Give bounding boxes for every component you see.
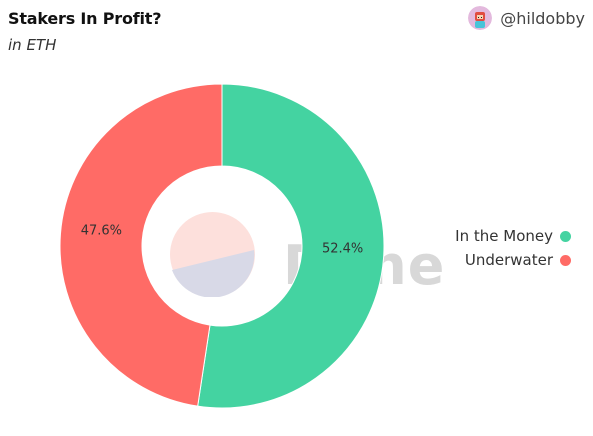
chart-title: Stakers In Profit? <box>8 9 162 28</box>
user-badge[interactable]: @hildobby <box>468 6 585 30</box>
dune-logo-icon <box>170 212 255 297</box>
user-avatar-icon <box>468 6 493 30</box>
legend-label-underwater: Underwater <box>464 251 553 269</box>
legend-label-in-the-money: In the Money <box>455 227 553 245</box>
legend-item-in-the-money[interactable]: In the Money <box>455 224 571 248</box>
username: @hildobby <box>500 8 585 28</box>
chart-subtitle: in ETH <box>8 36 57 54</box>
chart-legend: In the Money Underwater <box>455 224 571 272</box>
legend-dot-in-the-money <box>560 230 571 242</box>
slice-in-the-money[interactable] <box>197 83 385 409</box>
data-label-underwater: 47.6% <box>81 223 122 238</box>
legend-item-underwater[interactable]: Underwater <box>455 248 571 272</box>
data-label-in-the-money: 52.4% <box>322 242 363 257</box>
legend-dot-underwater <box>560 254 571 266</box>
slice-underwater[interactable] <box>59 83 223 407</box>
